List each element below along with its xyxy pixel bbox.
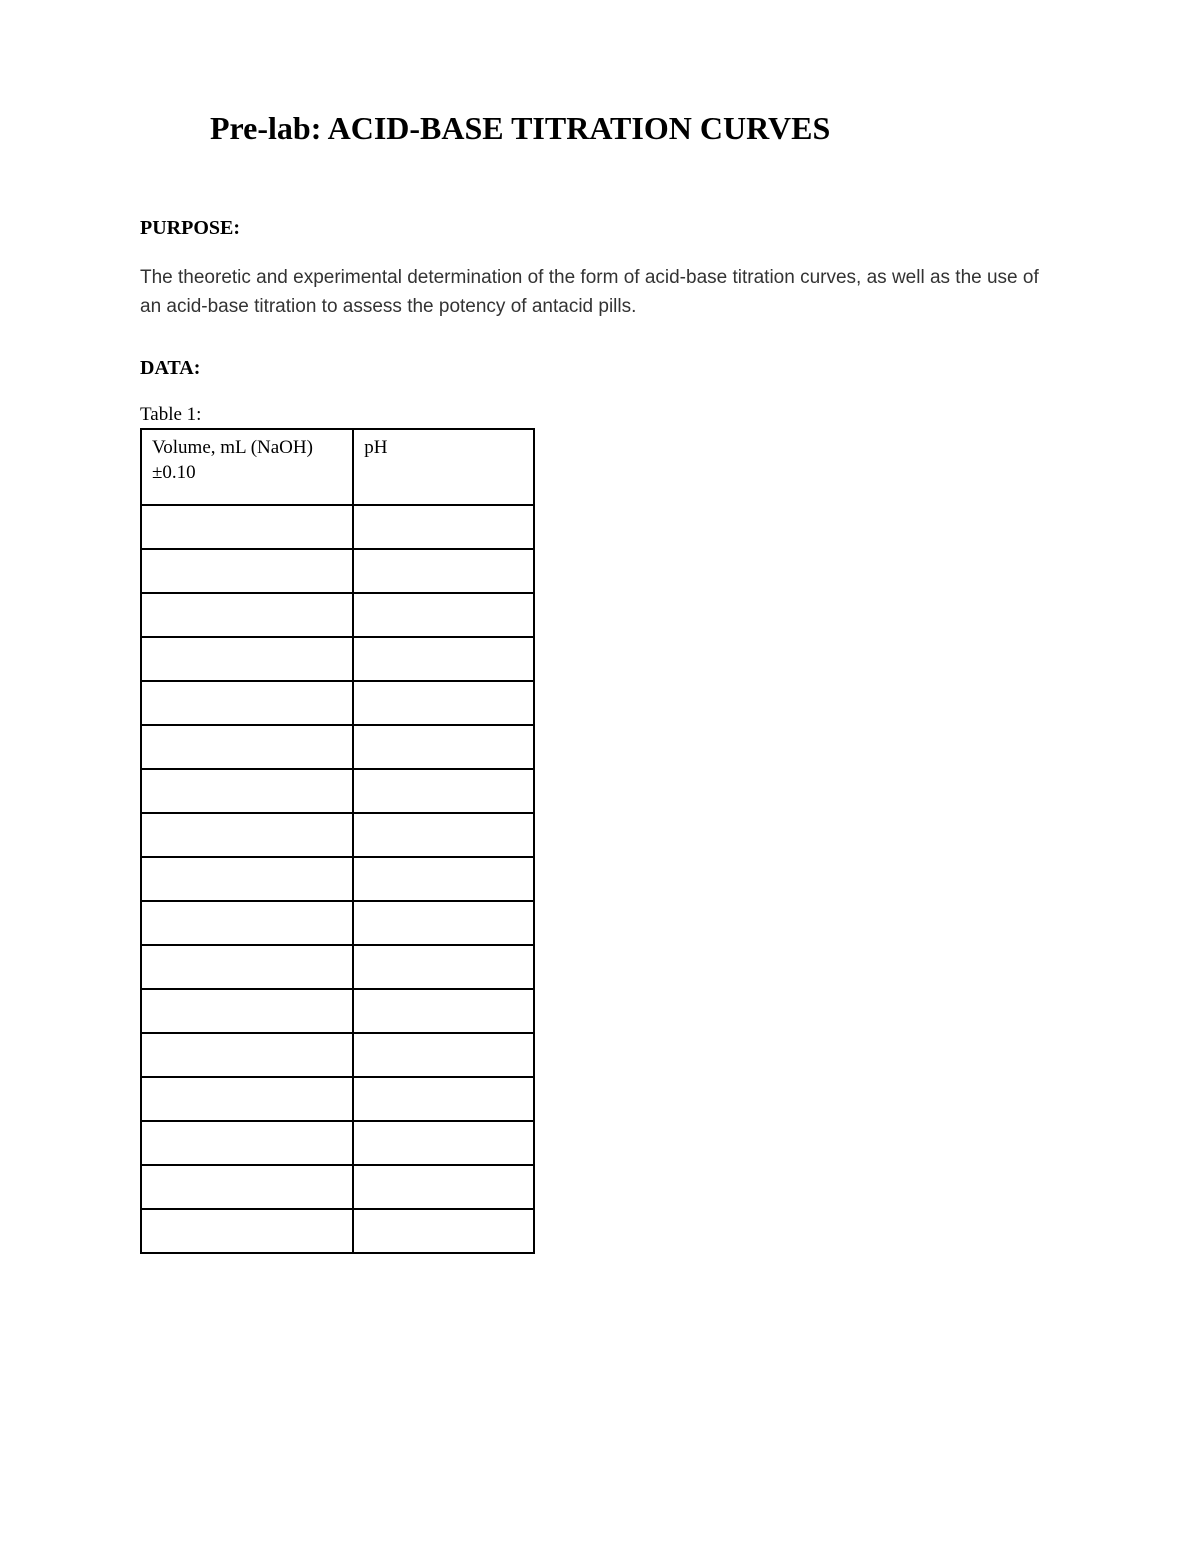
table-row (141, 637, 534, 681)
cell-ph (353, 901, 534, 945)
cell-ph (353, 989, 534, 1033)
cell-volume (141, 725, 353, 769)
table-row (141, 681, 534, 725)
cell-ph (353, 857, 534, 901)
cell-volume (141, 1077, 353, 1121)
table-row (141, 1077, 534, 1121)
cell-ph (353, 1033, 534, 1077)
table-header-row: Volume, mL (NaOH)±0.10 pH (141, 429, 534, 505)
table-row (141, 813, 534, 857)
cell-ph (353, 505, 534, 549)
table-row (141, 901, 534, 945)
table-row (141, 505, 534, 549)
cell-ph (353, 1165, 534, 1209)
titration-table: Volume, mL (NaOH)±0.10 pH (140, 428, 535, 1254)
cell-volume (141, 505, 353, 549)
cell-ph (353, 681, 534, 725)
table-row (141, 725, 534, 769)
purpose-text: The theoretic and experimental determina… (140, 264, 1060, 321)
table-row (141, 857, 534, 901)
cell-ph (353, 1209, 534, 1253)
table-row (141, 945, 534, 989)
cell-volume (141, 593, 353, 637)
cell-volume (141, 637, 353, 681)
table-row (141, 1121, 534, 1165)
table-row (141, 1033, 534, 1077)
cell-volume (141, 813, 353, 857)
cell-volume (141, 1121, 353, 1165)
table-caption: Table 1: (140, 404, 1060, 426)
cell-volume (141, 681, 353, 725)
table-row (141, 593, 534, 637)
cell-ph (353, 1077, 534, 1121)
table-row (141, 1209, 534, 1253)
purpose-heading: PURPOSE: (140, 217, 1060, 240)
page-title: Pre-lab: ACID-BASE TITRATION CURVES (210, 110, 1060, 147)
cell-volume (141, 989, 353, 1033)
cell-ph (353, 813, 534, 857)
col-header-volume: Volume, mL (NaOH)±0.10 (141, 429, 353, 505)
cell-ph (353, 637, 534, 681)
cell-volume (141, 901, 353, 945)
table-row (141, 769, 534, 813)
cell-volume (141, 1033, 353, 1077)
table-row (141, 1165, 534, 1209)
cell-volume (141, 857, 353, 901)
cell-volume (141, 549, 353, 593)
cell-ph (353, 945, 534, 989)
data-heading: DATA: (140, 357, 1060, 380)
table-row (141, 549, 534, 593)
cell-volume (141, 1165, 353, 1209)
cell-volume (141, 1209, 353, 1253)
cell-ph (353, 549, 534, 593)
cell-ph (353, 1121, 534, 1165)
cell-ph (353, 593, 534, 637)
cell-volume (141, 945, 353, 989)
table-row (141, 989, 534, 1033)
cell-ph (353, 769, 534, 813)
cell-ph (353, 725, 534, 769)
col-header-ph: pH (353, 429, 534, 505)
cell-volume (141, 769, 353, 813)
